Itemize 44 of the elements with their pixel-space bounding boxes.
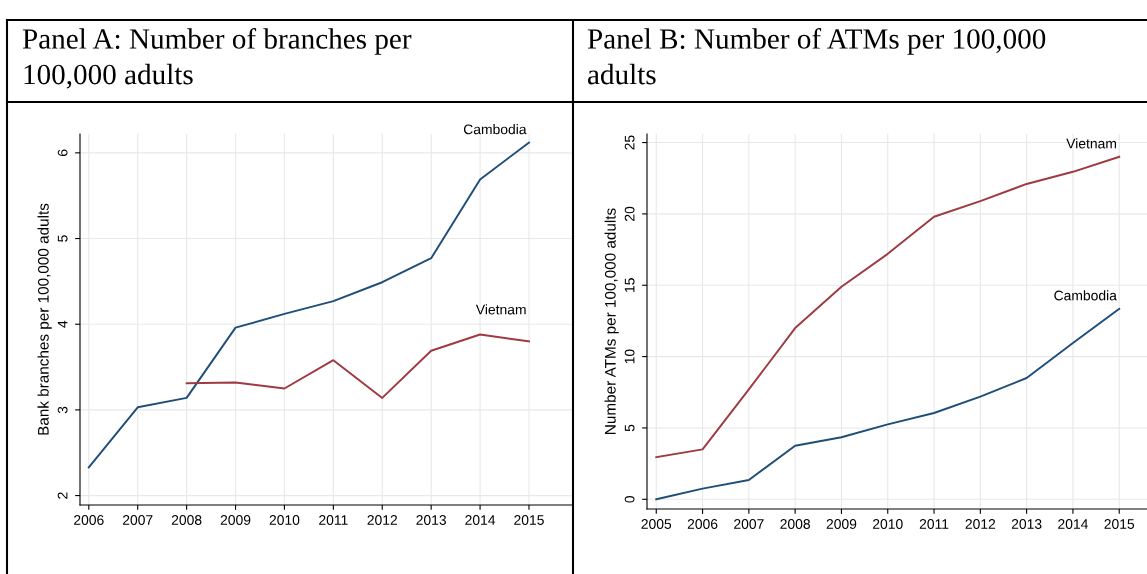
y-tick-label: 5 (624, 424, 635, 432)
chart-title: Panel A: Number of branches per 100,000 adults (22, 28, 412, 89)
x-tick-label: 2008 (780, 519, 810, 529)
y-tick-label: 15 (624, 278, 635, 292)
line-series (655, 307, 1121, 501)
chart-title: Panel B: Number of ATMs per 100,000 adults (587, 28, 1046, 85)
series-label: Vietnam (475, 304, 526, 315)
x-tick-label: 2014 (1058, 519, 1088, 529)
x-tick-label: 2015 (1104, 519, 1135, 529)
line-series (185, 333, 530, 399)
x-tick-label: 2014 (465, 515, 496, 525)
x-tick-label: 2012 (965, 519, 996, 529)
line-series (87, 141, 530, 469)
x-tick-label: 2009 (220, 515, 251, 525)
series-label: Cambodia (1054, 290, 1117, 301)
y-axis-title: Number ATMs per 100,000 adults (604, 208, 619, 434)
x-tick-label: 2006 (74, 515, 104, 525)
x-tick-label: 2005 (641, 519, 672, 529)
x-tick-label: 2010 (872, 519, 903, 529)
x-tick-label: 2013 (416, 515, 446, 525)
y-tick-label: 10 (624, 349, 635, 364)
x-tick-label: 2006 (687, 519, 718, 529)
y-tick-label: 5 (57, 235, 68, 242)
y-tick-label: 25 (624, 135, 635, 150)
x-tick-label: 2012 (367, 515, 398, 525)
y-tick-label: 2 (57, 492, 68, 499)
line-series (655, 155, 1121, 459)
y-axis-title: Bank branches per 100,000 adults (37, 203, 52, 435)
y-tick-label: 6 (57, 149, 68, 157)
y-tick-label: 0 (624, 495, 635, 503)
x-tick-label: 2007 (122, 515, 153, 525)
x-tick-label: 2009 (826, 519, 857, 529)
x-tick-label: 2010 (269, 515, 300, 525)
series-label: Cambodia (463, 124, 527, 135)
y-tick-label: 3 (57, 406, 68, 414)
x-tick-label: 2008 (171, 515, 202, 525)
y-tick-label: 4 (57, 320, 68, 328)
series-label: Vietnam (1066, 138, 1116, 149)
x-tick-label: 2011 (319, 515, 348, 525)
x-tick-label: 2013 (1011, 519, 1042, 529)
y-tick-label: 20 (624, 206, 635, 221)
x-tick-label: 2007 (734, 519, 764, 529)
x-tick-label: 2011 (919, 519, 949, 529)
x-tick-label: 2015 (514, 515, 544, 525)
